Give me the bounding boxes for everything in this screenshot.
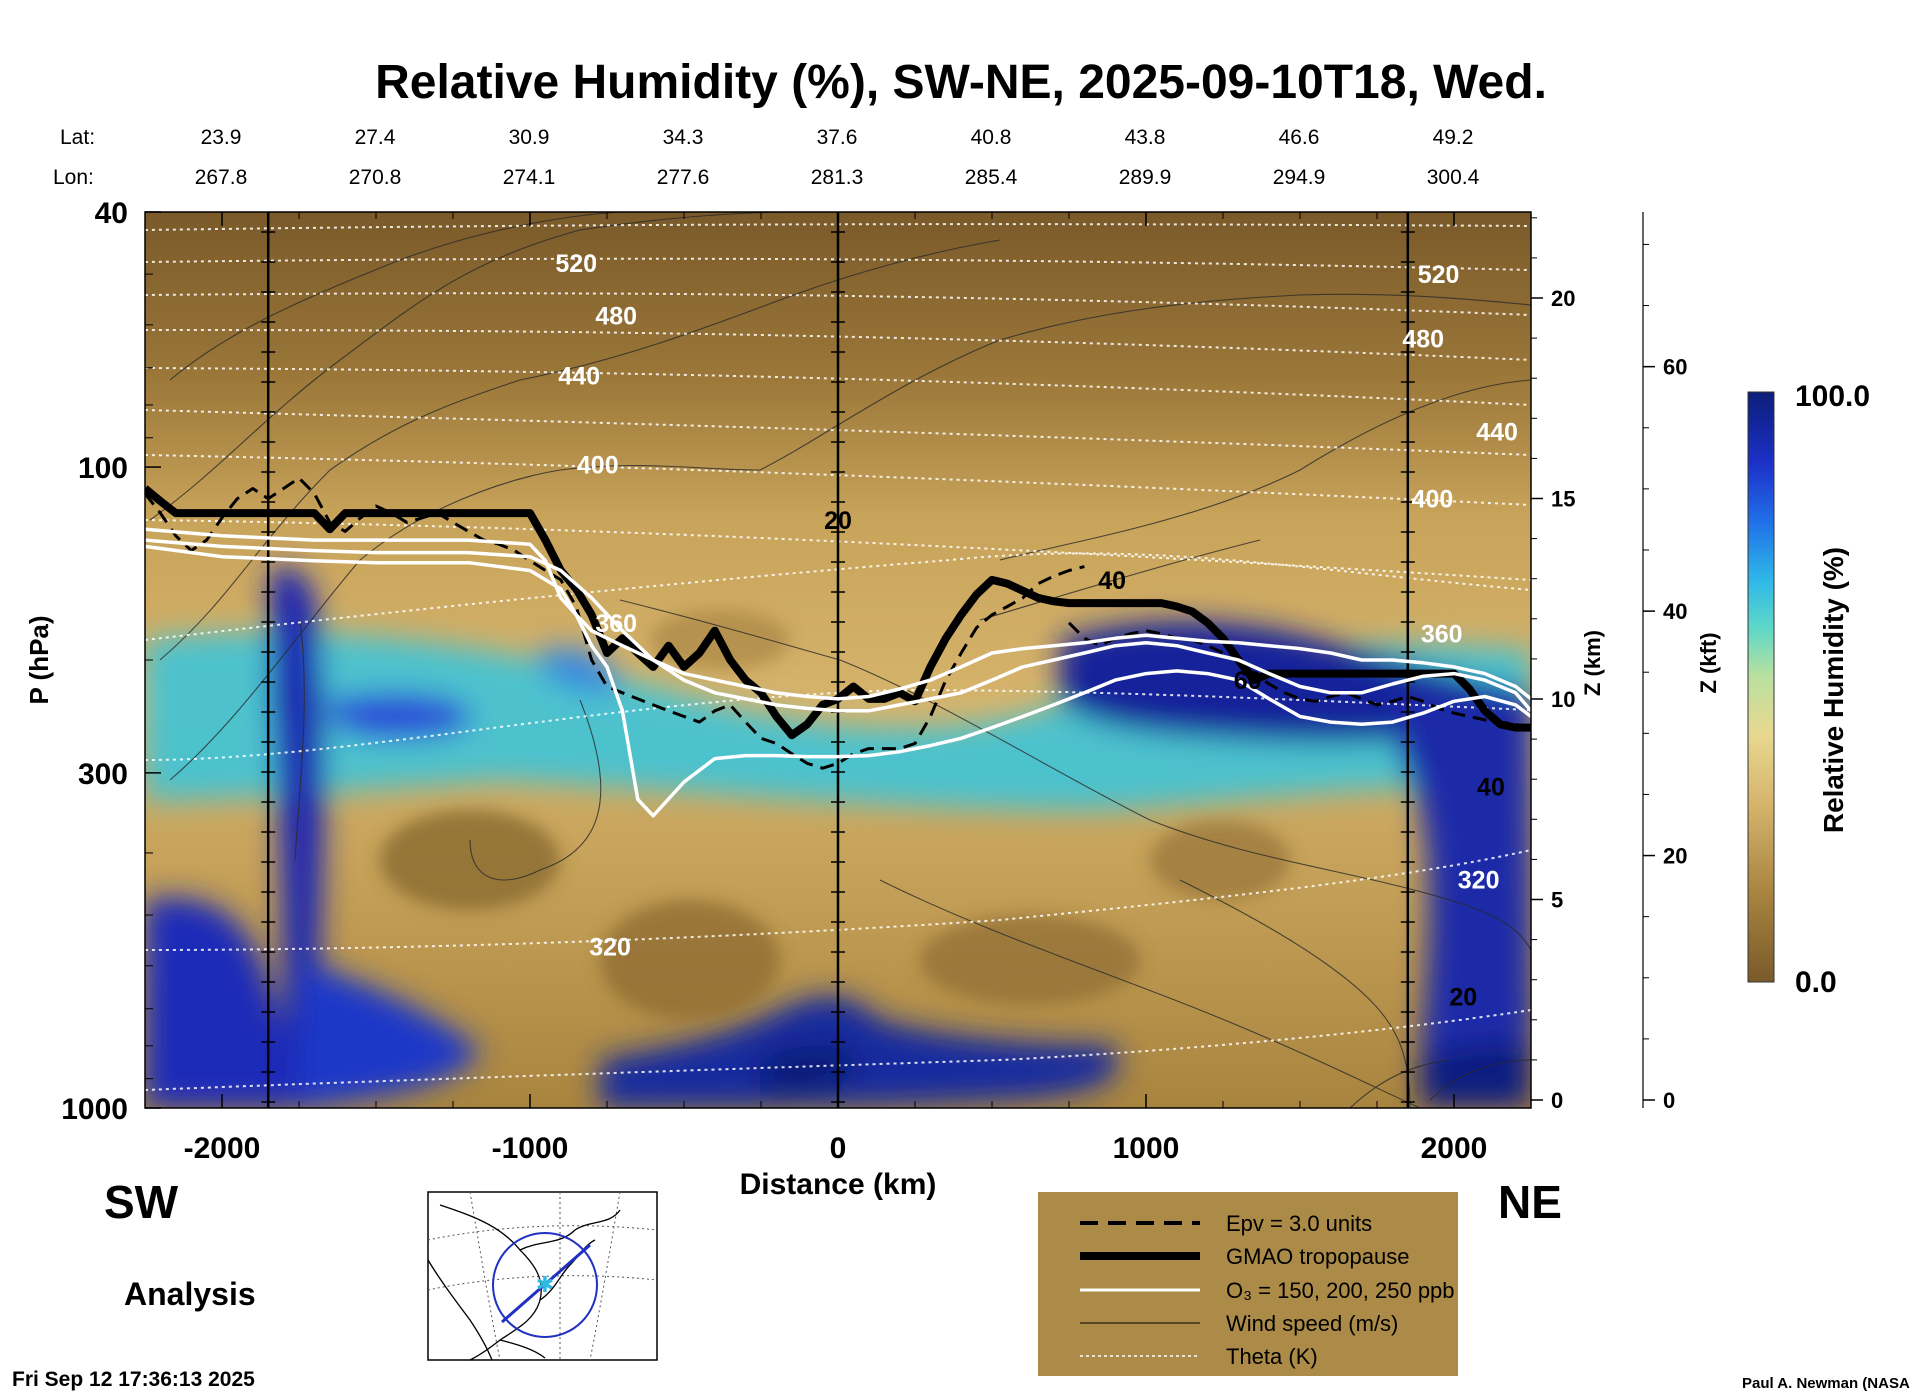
theta-label: 480 xyxy=(595,302,637,330)
theta-label: 320 xyxy=(589,934,631,962)
z-km-tick-label: 10 xyxy=(1551,687,1575,712)
lon-value: 277.6 xyxy=(657,166,710,189)
x-tick-label: -2000 xyxy=(184,1132,261,1165)
timestamp: Fri Sep 12 17:36:13 2025 xyxy=(12,1368,255,1391)
lat-value: 40.8 xyxy=(971,126,1012,149)
credit: Paul A. Newman (NASA xyxy=(1742,1375,1910,1392)
x-axis: -2000 -1000 0 1000 2000 xyxy=(144,212,1532,1165)
theta-label: 400 xyxy=(1412,486,1454,514)
legend-item-ozone: O₃ = 150, 200, 250 ppb xyxy=(1226,1278,1455,1303)
y-tick-label: 300 xyxy=(78,758,128,791)
z-kft-axis: 0 20 40 60 xyxy=(1642,212,1687,1113)
colorbar-label: Relative Humidity (%) xyxy=(1818,547,1849,833)
y-axis: 40 100 300 1000 xyxy=(61,197,161,1126)
z-km-tick-label: 0 xyxy=(1551,1088,1563,1113)
theta-label: 440 xyxy=(1476,418,1518,446)
theta-label: 440 xyxy=(558,363,600,391)
theta-label: 480 xyxy=(1402,325,1444,353)
colorbar xyxy=(1747,391,1775,983)
wind-label: 60 xyxy=(1234,667,1262,695)
lon-value: 267.8 xyxy=(195,166,248,189)
series-line xyxy=(145,544,1531,818)
x-tick-label: 0 xyxy=(830,1132,847,1165)
z-km-tick-label: 5 xyxy=(1551,888,1563,913)
theta-label: 360 xyxy=(595,610,637,638)
lat-value: 46.6 xyxy=(1279,126,1320,149)
lat-value: 23.9 xyxy=(201,126,242,149)
lon-value: 281.3 xyxy=(811,166,864,189)
wind-label: 20 xyxy=(1449,984,1477,1012)
wind-label: 20 xyxy=(824,507,852,535)
z-km-label: Z (km) xyxy=(1580,630,1605,696)
chart-title: Relative Humidity (%), SW-NE, 2025-09-10… xyxy=(375,56,1547,109)
lat-value: 34.3 xyxy=(663,126,704,149)
lon-value: 274.1 xyxy=(503,166,556,189)
legend-item-tropopause: GMAO tropopause xyxy=(1226,1244,1409,1269)
inset-map: ✱ xyxy=(427,1191,658,1361)
ne-label: NE xyxy=(1498,1176,1562,1228)
z-kft-tick-label: 40 xyxy=(1663,599,1687,624)
series-line xyxy=(145,538,1531,713)
lat-label: Lat: xyxy=(60,126,95,149)
x-tick-label: 2000 xyxy=(1421,1132,1488,1165)
z-kft-tick-label: 0 xyxy=(1663,1088,1675,1113)
z-km-tick-label: 15 xyxy=(1551,487,1575,512)
y-tick-label: 40 xyxy=(95,197,128,230)
lon-label: Lon: xyxy=(53,166,94,189)
z-km-tick-label: 20 xyxy=(1551,286,1575,311)
legend-item-theta: Theta (K) xyxy=(1226,1344,1318,1369)
legend-item-epv: Epv = 3.0 units xyxy=(1226,1211,1372,1236)
lat-value: 49.2 xyxy=(1433,126,1474,149)
reference-vertical-lines xyxy=(261,212,1415,1108)
y-axis-label: P (hPa) xyxy=(24,615,54,704)
lon-value: 294.9 xyxy=(1273,166,1326,189)
theta-label: 360 xyxy=(1421,621,1463,649)
z-kft-label: Z (kft) xyxy=(1696,632,1721,693)
colorbar-max-label: 100.0 xyxy=(1795,380,1870,413)
y-tick-label: 100 xyxy=(78,452,128,485)
lon-value: 289.9 xyxy=(1119,166,1172,189)
z-kft-tick-label: 20 xyxy=(1663,844,1687,869)
x-tick-label: -1000 xyxy=(492,1132,569,1165)
x-axis-label: Distance (km) xyxy=(740,1168,937,1201)
lat-value: 37.6 xyxy=(817,126,858,149)
series-line xyxy=(145,485,1531,740)
series-layer xyxy=(145,476,1531,818)
legend-item-wind: Wind speed (m/s) xyxy=(1226,1311,1398,1336)
wind-labels: 20 40 60 40 20 xyxy=(824,507,1505,1011)
theta-labels: 520 480 440 400 360 320 520 480 440 400 360 320 xyxy=(555,250,1518,962)
analysis-label: Analysis xyxy=(124,1276,256,1312)
theta-label: 520 xyxy=(555,250,597,278)
lat-value: 30.9 xyxy=(509,126,550,149)
theta-label: 520 xyxy=(1418,261,1460,289)
sw-label: SW xyxy=(104,1176,179,1228)
wind-label: 40 xyxy=(1098,567,1126,595)
theta-label: 400 xyxy=(577,451,619,479)
svg-text:✱: ✱ xyxy=(536,1272,554,1297)
lat-value: 43.8 xyxy=(1125,126,1166,149)
z-kft-tick-label: 60 xyxy=(1663,355,1687,380)
lon-value: 300.4 xyxy=(1427,166,1480,189)
series-line xyxy=(1067,621,1531,730)
lat-value: 27.4 xyxy=(355,126,396,149)
theta-label: 320 xyxy=(1458,866,1500,894)
y-tick-label: 1000 xyxy=(61,1093,128,1126)
legend: Epv = 3.0 units GMAO tropopause O₃ = 150… xyxy=(1038,1192,1458,1376)
lon-value: 270.8 xyxy=(349,166,402,189)
z-km-axis: 0 5 10 15 20 xyxy=(1531,217,1575,1113)
wind-label: 40 xyxy=(1477,773,1505,801)
lon-value: 285.4 xyxy=(965,166,1018,189)
colorbar-min-label: 0.0 xyxy=(1795,966,1837,999)
x-tick-label: 1000 xyxy=(1113,1132,1180,1165)
lat-lon-values: 23.9 267.8 27.4 270.8 30.9 274.1 34.3 277.6 37.6… xyxy=(195,126,1480,189)
